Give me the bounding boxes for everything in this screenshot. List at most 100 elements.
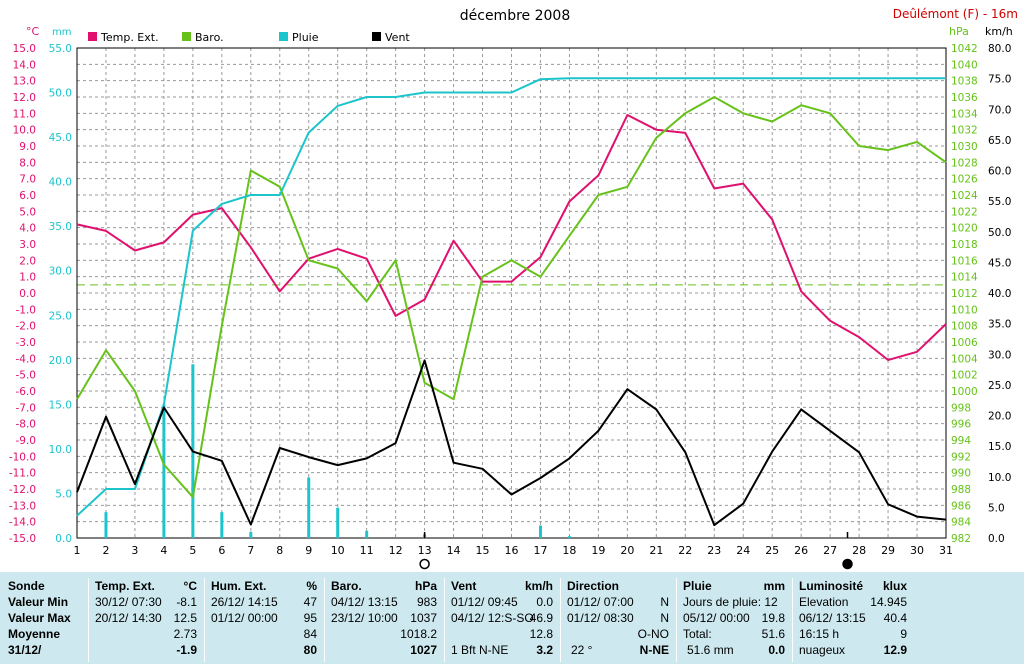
legend: Temp. Ext. Baro. Pluie Vent: [88, 31, 410, 44]
summary-baro: Baro. hPa 04/12/ 13:15 983 23/12/ 10:00 103…: [324, 578, 443, 662]
rain-total-value: 51.6: [761, 627, 785, 641]
x-tick-label: 17: [533, 544, 547, 557]
dir-max-value: N: [660, 611, 669, 625]
rain-tick-label: 0.0: [55, 533, 72, 545]
temp-min-value: -8.1: [176, 595, 197, 609]
hum-avg: 84: [303, 627, 317, 641]
x-tick-label: 1: [74, 544, 81, 557]
lum-max-value: 40.4: [883, 611, 907, 625]
lum-elevation-value: 14.945: [870, 595, 907, 609]
baro-tick-label: 994: [951, 435, 971, 447]
temp-unit: °C: [183, 579, 197, 593]
temp-title: Temp. Ext.: [95, 579, 155, 593]
rain-tick-label: 35.0: [49, 221, 72, 233]
wind-tick-label: 5.0: [988, 502, 1005, 514]
temp-tick-label: 1.0: [19, 272, 36, 284]
x-tick-label: 19: [591, 544, 605, 557]
baro-tick-label: 982: [951, 533, 971, 545]
baro-tick-label: 1026: [951, 174, 978, 186]
moon-markers: [419, 532, 853, 570]
temp-tick-label: -15.0: [9, 533, 36, 545]
x-tick-label: 6: [218, 544, 225, 557]
wind-axis-unit: km/h: [985, 25, 1013, 38]
x-tick-label: 23: [707, 544, 721, 557]
x-tick-label: 15: [476, 544, 490, 557]
baro-tick-label: 1010: [951, 304, 978, 316]
baro-current: 1027: [410, 643, 437, 657]
row-label-min: Valeur Min: [8, 595, 69, 609]
summary-luminosity: Luminosité klux Elevation 14.945 06/12/ 13…: [792, 578, 913, 662]
dir-avg: O-NO: [637, 627, 669, 641]
x-tick-label: 11: [360, 544, 374, 557]
legend-label-baro: Baro.: [195, 31, 224, 44]
chart-grid: [76, 47, 947, 539]
rain-bar: [162, 404, 166, 538]
x-tick-label: 14: [447, 544, 461, 557]
temp-tick-label: -14.0: [9, 517, 36, 529]
x-tick-label: 10: [331, 544, 345, 557]
x-tick-label: 12: [389, 544, 403, 557]
series-line-rain: [76, 77, 946, 517]
legend-swatch-wind: [372, 32, 381, 41]
rain-max-value: 19.8: [761, 611, 785, 625]
baro-title: Baro.: [331, 579, 362, 593]
hum-max-date: 01/12/ 00:00: [211, 611, 278, 625]
x-tick-label: 4: [160, 544, 167, 557]
baro-min-value: 983: [416, 595, 437, 609]
wind-tick-label: 0.0: [988, 533, 1005, 545]
x-tick-label: 22: [678, 544, 692, 557]
rain-tick-label: 55.0: [49, 43, 72, 55]
baro-tick-label: 1016: [951, 255, 978, 267]
wind-tick-label: 25.0: [988, 380, 1011, 392]
rain-bar: [249, 531, 253, 538]
wind-tick-label: 70.0: [988, 104, 1011, 116]
hum-current: 80: [303, 643, 317, 657]
x-tick-label: 26: [794, 544, 808, 557]
rain-unit: mm: [763, 579, 785, 593]
x-tick-label: 5: [189, 544, 196, 557]
temp-tick-label: -6.0: [16, 386, 37, 398]
temp-tick-label: 2.0: [19, 255, 36, 267]
baro-tick-label: 1018: [951, 239, 978, 251]
baro-tick-label: 1000: [951, 386, 978, 398]
temp-tick-label: -7.0: [16, 402, 37, 414]
temp-tick-label: 13.0: [13, 76, 36, 88]
wind-tick-label: 40.0: [988, 288, 1011, 300]
baro-tick-label: 1002: [951, 370, 978, 382]
baro-tick-label: 1004: [951, 353, 978, 365]
temp-tick-label: 12.0: [13, 92, 36, 104]
temp-tick-label: 3.0: [19, 239, 36, 251]
row-label-max: Valeur Max: [8, 611, 71, 625]
wind-tick-label: 60.0: [988, 166, 1011, 178]
x-tick-label: 29: [881, 544, 895, 557]
rain-tick-label: 25.0: [49, 310, 72, 322]
legend-swatch-baro: [182, 32, 191, 41]
series-line-baro: [76, 96, 947, 499]
temp-tick-label: 14.0: [13, 59, 36, 71]
lum-current: 12.9: [883, 643, 907, 657]
plot-frame: [76, 47, 947, 539]
summary-wind: Vent km/h 01/12/ 09:45 0.0 04/12/ 12:S-SO 4…: [444, 578, 559, 662]
lum-max-date: 06/12/ 13:15: [799, 611, 866, 625]
rain-tick-label: 10.0: [49, 444, 72, 456]
x-tick-label: 7: [247, 544, 254, 557]
chart-title: décembre 2008: [460, 8, 570, 24]
rain-current: 0.0: [768, 643, 785, 657]
x-tick-label: 31: [939, 544, 953, 557]
baro-tick-label: 1042: [951, 43, 978, 55]
baro-tick-label: 1024: [951, 190, 978, 202]
summary-rain: Pluie mm Jours de pluie: 12 05/12/ 00:00 1…: [676, 578, 791, 662]
summary-direction: Direction 01/12/ 07:00 N 01/12/ 08:30 N O-…: [560, 578, 675, 662]
rain-bar: [220, 512, 224, 538]
rain-current-label: 51.6 mm: [687, 643, 734, 657]
wind-tick-label: 75.0: [988, 74, 1011, 86]
temp-tick-label: 6.0: [19, 190, 36, 202]
lum-elevation-label: Elevation: [799, 595, 849, 609]
baro-tick-label: 996: [951, 419, 971, 431]
wind-tick-label: 30.0: [988, 349, 1011, 361]
temp-tick-label: -8.0: [16, 419, 37, 431]
dir-max-date: 01/12/ 08:30: [567, 611, 634, 625]
baro-tick-label: 1008: [951, 321, 978, 333]
x-tick-label: 28: [852, 544, 866, 557]
x-tick-label: 18: [562, 544, 576, 557]
